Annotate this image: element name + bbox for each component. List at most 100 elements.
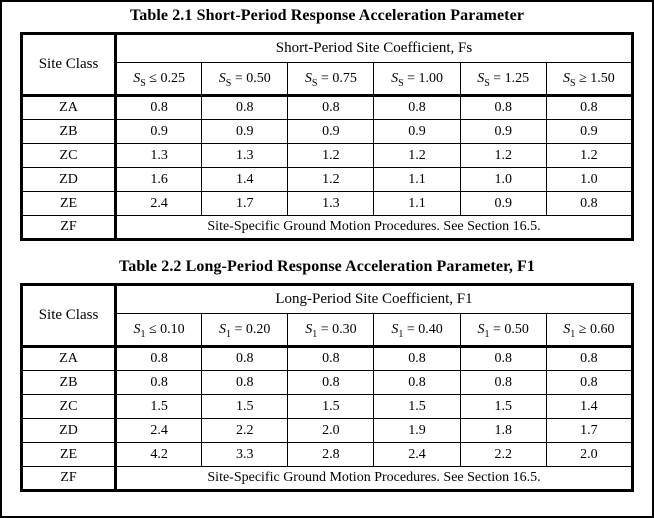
value-cell: 1.2 bbox=[373, 143, 461, 168]
value-cell: 0.8 bbox=[373, 346, 461, 371]
value-cell: 0.8 bbox=[459, 95, 547, 120]
value-cell: 1.2 bbox=[459, 143, 547, 168]
value-cell: 0.9 bbox=[459, 191, 547, 216]
s-symbol: S bbox=[133, 321, 141, 337]
value-cell: 2.4 bbox=[373, 442, 461, 467]
condition-text: ≥ 1.50 bbox=[579, 70, 615, 86]
value-cell: 0.8 bbox=[545, 370, 634, 395]
condition-text: = 0.75 bbox=[320, 70, 357, 86]
s-subscript: S bbox=[484, 77, 490, 89]
value-cell: 0.8 bbox=[114, 346, 203, 371]
s-subscript: S bbox=[398, 77, 404, 89]
table-row: ZC 1.3 1.3 1.2 1.2 1.2 1.2 bbox=[21, 143, 634, 168]
condition-text: = 1.25 bbox=[493, 70, 530, 86]
table-row-note: ZF Site-Specific Ground Motion Procedure… bbox=[21, 466, 633, 491]
value-cell: 0.9 bbox=[201, 119, 289, 144]
s-subscript: S bbox=[570, 77, 576, 89]
site-class-cell: ZF bbox=[21, 466, 117, 491]
s-symbol: S bbox=[477, 70, 485, 86]
value-cell: 0.8 bbox=[545, 95, 634, 120]
table-2-1-section: Table 2.1 Short-Period Response Accelera… bbox=[2, 7, 652, 241]
value-cell: 0.8 bbox=[287, 95, 375, 120]
value-cell: 1.1 bbox=[373, 167, 461, 192]
site-class-cell: ZE bbox=[21, 442, 117, 467]
s-symbol: S bbox=[391, 70, 399, 86]
s-subscript: 1 bbox=[140, 328, 146, 340]
column-header: SS ≤ 0.25 bbox=[114, 62, 203, 97]
s-subscript: S bbox=[140, 77, 146, 89]
value-cell: 0.8 bbox=[287, 346, 375, 371]
table-row-note: ZF Site-Specific Ground Motion Procedure… bbox=[21, 215, 633, 240]
value-cell: 0.8 bbox=[287, 370, 375, 395]
value-cell: 0.9 bbox=[459, 119, 547, 144]
value-cell: 1.0 bbox=[545, 167, 634, 192]
condition-text: ≤ 0.10 bbox=[148, 321, 185, 337]
s-symbol: S bbox=[304, 70, 312, 86]
condition-text: ≥ 0.60 bbox=[578, 321, 615, 337]
table-row: ZA 0.8 0.8 0.8 0.8 0.8 0.8 bbox=[21, 95, 634, 120]
column-header: SS = 1.25 bbox=[459, 62, 547, 97]
value-cell: 1.5 bbox=[114, 394, 203, 419]
table-row: ZE 4.2 3.3 2.8 2.4 2.2 2.0 bbox=[21, 442, 634, 467]
value-cell: 1.6 bbox=[114, 167, 203, 192]
s-subscript: S bbox=[225, 77, 232, 89]
corner-header-site-class: Site Class bbox=[21, 284, 117, 348]
value-cell: 1.4 bbox=[201, 167, 289, 192]
s-symbol: S bbox=[563, 321, 571, 337]
column-header: SS = 1.00 bbox=[373, 62, 461, 97]
table-2-1-title: Table 2.1 Short-Period Response Accelera… bbox=[129, 7, 525, 24]
table-row: ZE 2.4 1.7 1.3 1.1 0.9 0.8 bbox=[21, 191, 634, 216]
value-cell: 1.2 bbox=[545, 143, 634, 168]
value-cell: 0.8 bbox=[114, 95, 203, 120]
s-symbol: S bbox=[391, 321, 399, 337]
value-cell: 1.3 bbox=[114, 143, 203, 168]
value-cell: 0.8 bbox=[459, 346, 547, 371]
value-cell: 0.9 bbox=[287, 119, 375, 144]
value-cell: 1.8 bbox=[459, 418, 547, 443]
span-header: Short-Period Site Coefficient, Fs bbox=[115, 33, 633, 63]
value-cell: 4.2 bbox=[114, 442, 203, 467]
condition-text: ≤ 0.25 bbox=[149, 70, 185, 86]
value-cell: 1.0 bbox=[459, 167, 547, 192]
site-class-cell: ZE bbox=[21, 191, 117, 216]
value-cell: 1.7 bbox=[545, 418, 634, 443]
value-cell: 2.2 bbox=[201, 418, 289, 443]
table-2-2-section: Table 2.2 Long-Period Response Accelerat… bbox=[2, 258, 652, 492]
note-cell: Site-Specific Ground Motion Procedures. … bbox=[115, 215, 633, 240]
s-subscript: S bbox=[311, 77, 318, 89]
value-cell: 1.5 bbox=[201, 394, 289, 419]
value-cell: 2.2 bbox=[459, 442, 547, 467]
value-cell: 1.2 bbox=[287, 143, 375, 168]
s-symbol: S bbox=[133, 70, 141, 86]
table-row: ZD 1.6 1.4 1.2 1.1 1.0 1.0 bbox=[21, 167, 634, 192]
column-header: SS = 0.75 bbox=[287, 62, 375, 97]
value-cell: 0.9 bbox=[114, 119, 203, 144]
value-cell: 0.8 bbox=[201, 95, 289, 120]
corner-header-site-class: Site Class bbox=[21, 33, 117, 97]
column-header: S1 ≥ 0.60 bbox=[545, 313, 634, 348]
condition-text: = 0.20 bbox=[234, 321, 271, 337]
table-row: ZB 0.8 0.8 0.8 0.8 0.8 0.8 bbox=[21, 370, 634, 395]
header-row-group: Site Class Long-Period Site Coefficient,… bbox=[21, 284, 633, 348]
value-cell: 2.4 bbox=[114, 418, 203, 443]
condition-text: = 0.50 bbox=[493, 321, 529, 337]
s-symbol: S bbox=[563, 70, 571, 86]
condition-text: = 0.50 bbox=[234, 70, 271, 86]
site-class-cell: ZC bbox=[21, 394, 117, 419]
column-header: S1 = 0.30 bbox=[287, 313, 375, 348]
table-row: ZD 2.4 2.2 2.0 1.9 1.8 1.7 bbox=[21, 418, 634, 443]
value-cell: 1.3 bbox=[201, 143, 289, 168]
value-cell: 1.3 bbox=[287, 191, 375, 216]
value-cell: 0.9 bbox=[545, 119, 634, 144]
value-cell: 2.4 bbox=[114, 191, 203, 216]
column-header: S1 = 0.40 bbox=[373, 313, 461, 348]
column-header: SS ≥ 1.50 bbox=[545, 62, 634, 97]
s-subscript: 1 bbox=[312, 328, 318, 340]
value-cell: 0.8 bbox=[114, 370, 203, 395]
column-header: SS = 0.50 bbox=[201, 62, 289, 97]
note-cell: Site-Specific Ground Motion Procedures. … bbox=[115, 466, 633, 491]
s-symbol: S bbox=[219, 321, 227, 337]
s-subscript: 1 bbox=[226, 328, 232, 340]
value-cell: 3.3 bbox=[201, 442, 289, 467]
